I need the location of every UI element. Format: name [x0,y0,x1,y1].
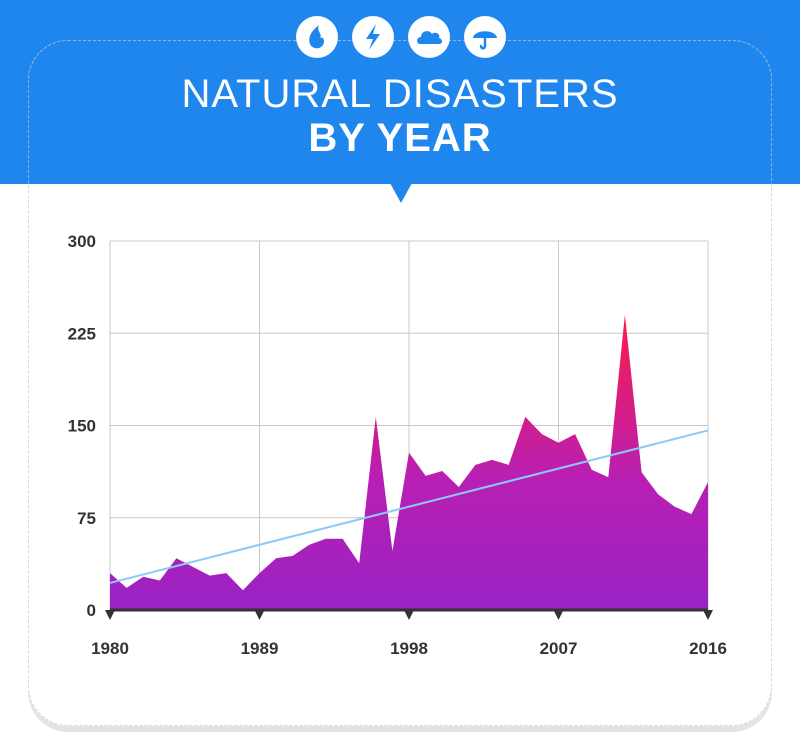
x-tick-marker [404,610,414,620]
x-tick-marker [553,610,564,620]
tick-labels: 0 75 150 225 300 1980 1989 1998 2007 2016 [68,232,727,658]
trend-line [109,429,709,584]
title-line1: NATURAL DISASTERS [181,72,619,116]
y-tick-label: 150 [68,417,96,436]
title-line2: BY YEAR [308,116,492,160]
x-tick-label: 2007 [540,639,578,658]
y-tick-label: 300 [68,232,96,251]
umbrella-icon [464,16,506,58]
area-series [110,314,708,610]
x-tick-label: 1989 [241,639,279,658]
card-header [28,40,772,184]
x-tick-label: 1998 [390,639,428,658]
cloud-icon [408,16,450,58]
y-tick-label: 0 [87,601,96,620]
header-pointer [390,183,412,203]
drop-icon [296,16,338,58]
x-tick-label: 2016 [689,639,727,658]
x-tick-marker [105,610,115,620]
area-fill [110,314,708,610]
y-tick-label: 225 [68,324,96,343]
x-tick-marker [254,610,265,620]
y-tick-label: 75 [77,509,96,528]
x-axis [105,608,713,620]
lightning-icon [352,16,394,58]
trend-line-group [109,429,709,584]
x-tick-marker [703,610,713,620]
x-tick-label: 1980 [91,639,129,658]
